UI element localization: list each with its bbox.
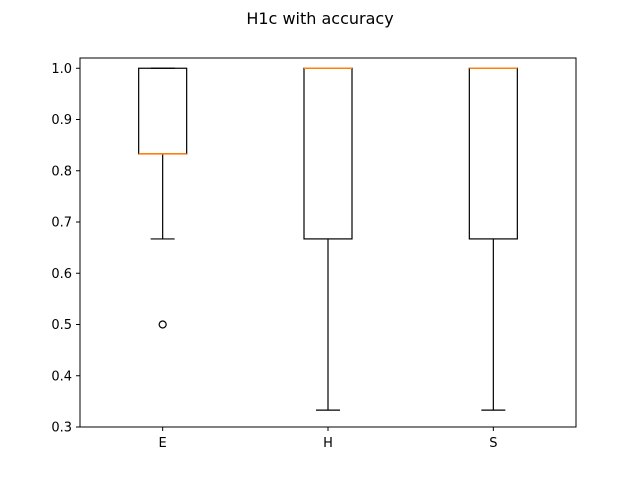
y-tick-label: 0.9	[51, 113, 72, 128]
plot-area: 0.3 0.4 0.5 0.6 0.7 0.8 0.9 1.0 E H S	[51, 57, 577, 451]
y-tick-label: 0.5	[51, 318, 72, 333]
x-tick-label: H	[323, 436, 333, 451]
x-tick-label: E	[159, 436, 167, 451]
y-tick-label: 0.4	[51, 369, 72, 384]
y-tick-label: 1.0	[51, 62, 72, 77]
y-tick-label: 0.3	[51, 421, 72, 436]
box-iqr	[138, 67, 188, 155]
y-tick-label: 0.6	[51, 267, 72, 282]
y-tick-label: 0.7	[51, 216, 72, 231]
x-tick-label: S	[489, 436, 497, 451]
box-iqr	[468, 67, 518, 240]
outlier-point	[158, 320, 167, 329]
y-tick-label: 0.8	[51, 164, 72, 179]
box-iqr	[303, 67, 353, 240]
chart-title: H1c with accuracy	[246, 9, 393, 28]
